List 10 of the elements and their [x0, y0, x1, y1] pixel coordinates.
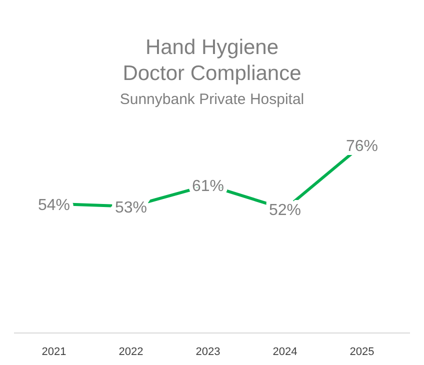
x-tick-label: 2021	[42, 346, 66, 358]
x-tick-label: 2025	[350, 346, 374, 358]
x-tick-label: 2022	[118, 346, 144, 358]
x-tick-label: 2023	[196, 346, 220, 358]
data-label: 54%	[38, 196, 70, 214]
chart-subtitle: Sunnybank Private Hospital	[120, 91, 304, 108]
x-tick-label: 2024	[272, 346, 298, 358]
data-label: 76%	[346, 138, 378, 155]
data-label: 52%	[268, 202, 302, 220]
chart-title: Hand Hygiene Doctor Compliance	[122, 36, 302, 85]
